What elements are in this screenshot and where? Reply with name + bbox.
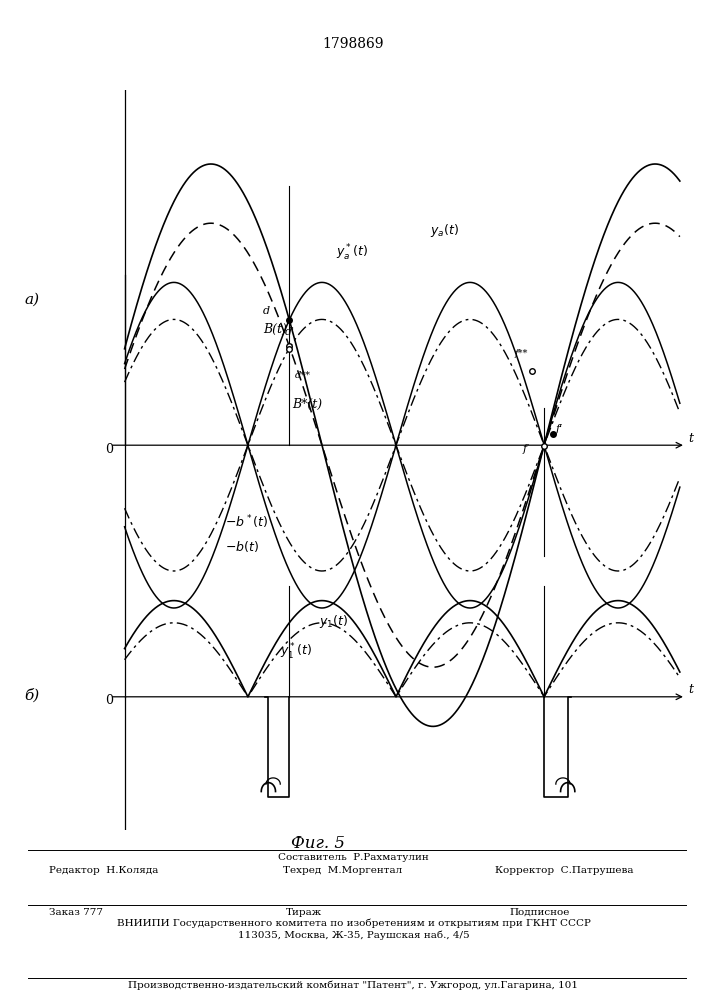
Text: 0: 0: [105, 694, 112, 707]
Text: Редактор  Н.Коляда: Редактор Н.Коляда: [49, 866, 159, 875]
Text: f': f': [556, 424, 563, 434]
Text: Фиг. 5: Фиг. 5: [291, 834, 345, 852]
Text: B(t): B(t): [264, 323, 287, 336]
Text: $-b^*(t)$: $-b^*(t)$: [225, 513, 268, 531]
Text: $y_1(t)$: $y_1(t)$: [319, 613, 348, 630]
Text: $-b(t)$: $-b(t)$: [225, 539, 259, 554]
Text: Производственно-издательский комбинат "Патент", г. Ужгород, ул.Гагарина, 101: Производственно-издательский комбинат "П…: [129, 981, 578, 990]
Text: 0: 0: [105, 443, 112, 456]
Text: t: t: [689, 683, 694, 696]
Text: f: f: [523, 444, 527, 454]
Text: Подписное: Подписное: [509, 908, 569, 917]
Text: 1798869: 1798869: [323, 37, 384, 51]
Text: Заказ 777: Заказ 777: [49, 908, 103, 917]
Text: б): б): [24, 688, 40, 702]
Text: Корректор  С.Патрушева: Корректор С.Патрушева: [495, 866, 633, 875]
Text: t: t: [689, 432, 694, 444]
Text: $y_1^*(t)$: $y_1^*(t)$: [280, 642, 312, 662]
Text: f**: f**: [514, 349, 527, 358]
Text: d': d': [284, 327, 295, 337]
Text: а): а): [24, 293, 40, 307]
Text: d: d: [262, 306, 269, 316]
Text: 113035, Москва, Ж-35, Раушская наб., 4/5: 113035, Москва, Ж-35, Раушская наб., 4/5: [238, 930, 469, 940]
Text: B*(t): B*(t): [292, 398, 322, 411]
Text: Техред  М.Моргентал: Техред М.Моргентал: [283, 866, 402, 875]
Text: d**: d**: [295, 371, 311, 380]
Text: Тираж: Тираж: [286, 908, 322, 917]
Text: $y_a(t)$: $y_a(t)$: [430, 222, 459, 239]
Text: ВНИИПИ Государственного комитета по изобретениям и открытиям при ГКНТ СССР: ВНИИПИ Государственного комитета по изоб…: [117, 919, 590, 928]
Text: Составитель  Р.Рахматулин: Составитель Р.Рахматулин: [278, 853, 429, 862]
Text: $y_a^*(t)$: $y_a^*(t)$: [336, 243, 368, 263]
